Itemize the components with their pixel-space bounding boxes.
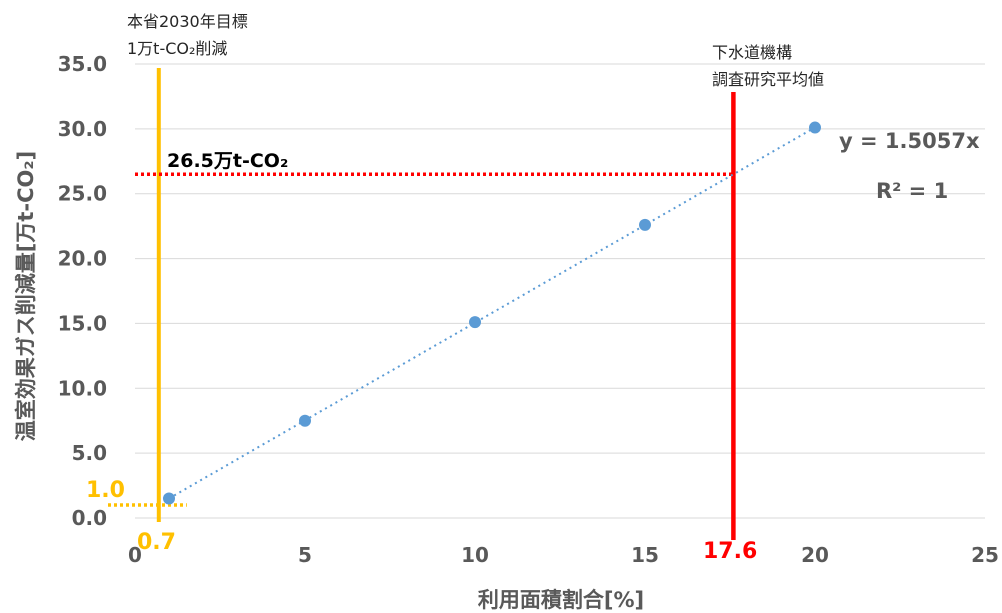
target-y-label: 1.0 (86, 478, 125, 503)
data-points (163, 121, 821, 505)
x-tick-label: 15 (631, 543, 659, 567)
x-tick-labels: 0 5 10 15 20 25 (128, 543, 999, 567)
survey-y-label: 26.5万t-CO₂ (167, 150, 288, 172)
y-tick-labels: 0.0 5.0 10.0 15.0 20.0 25.0 30.0 35.0 (58, 52, 107, 530)
data-point (163, 492, 175, 505)
y-tick-label: 20.0 (58, 247, 107, 271)
target-note-line2: 1万t-CO₂削減 (127, 39, 227, 58)
y-tick-label: 10.0 (58, 376, 107, 400)
x-tick-label: 20 (801, 543, 829, 567)
x-tick-label: 5 (298, 543, 312, 567)
x-tick-label: 0 (128, 543, 142, 567)
trendline (168, 126, 816, 500)
trendline-equation: y = 1.5057x (839, 129, 980, 153)
data-point (299, 414, 311, 427)
y-tick-label: 30.0 (58, 117, 107, 141)
survey-note-line1: 下水道機構 (712, 43, 792, 62)
reference-lines (108, 68, 736, 540)
y-tick-label: 5.0 (72, 441, 107, 465)
trendline-r2: R² = 1 (876, 179, 948, 203)
survey-x-label: 17.6 (703, 539, 757, 564)
x-tick-label: 10 (461, 543, 489, 567)
target-x-label: 0.7 (137, 530, 176, 555)
y-axis-title: 温室効果ガス削減量[万t-CO₂] (14, 151, 38, 441)
data-point (809, 121, 821, 134)
x-axis-title: 利用面積割合[%] (478, 588, 644, 612)
target-note-line1: 本省2030年目標 (127, 12, 248, 31)
y-tick-label: 35.0 (58, 52, 107, 76)
survey-note-line2: 調査研究平均値 (712, 70, 824, 89)
y-tick-label: 15.0 (58, 311, 107, 335)
y-tick-label: 25.0 (58, 182, 107, 206)
data-point (639, 218, 651, 231)
x-tick-label: 25 (971, 543, 999, 567)
y-tick-label: 0.0 (72, 506, 107, 530)
data-point (469, 316, 481, 329)
gridlines (135, 63, 985, 454)
